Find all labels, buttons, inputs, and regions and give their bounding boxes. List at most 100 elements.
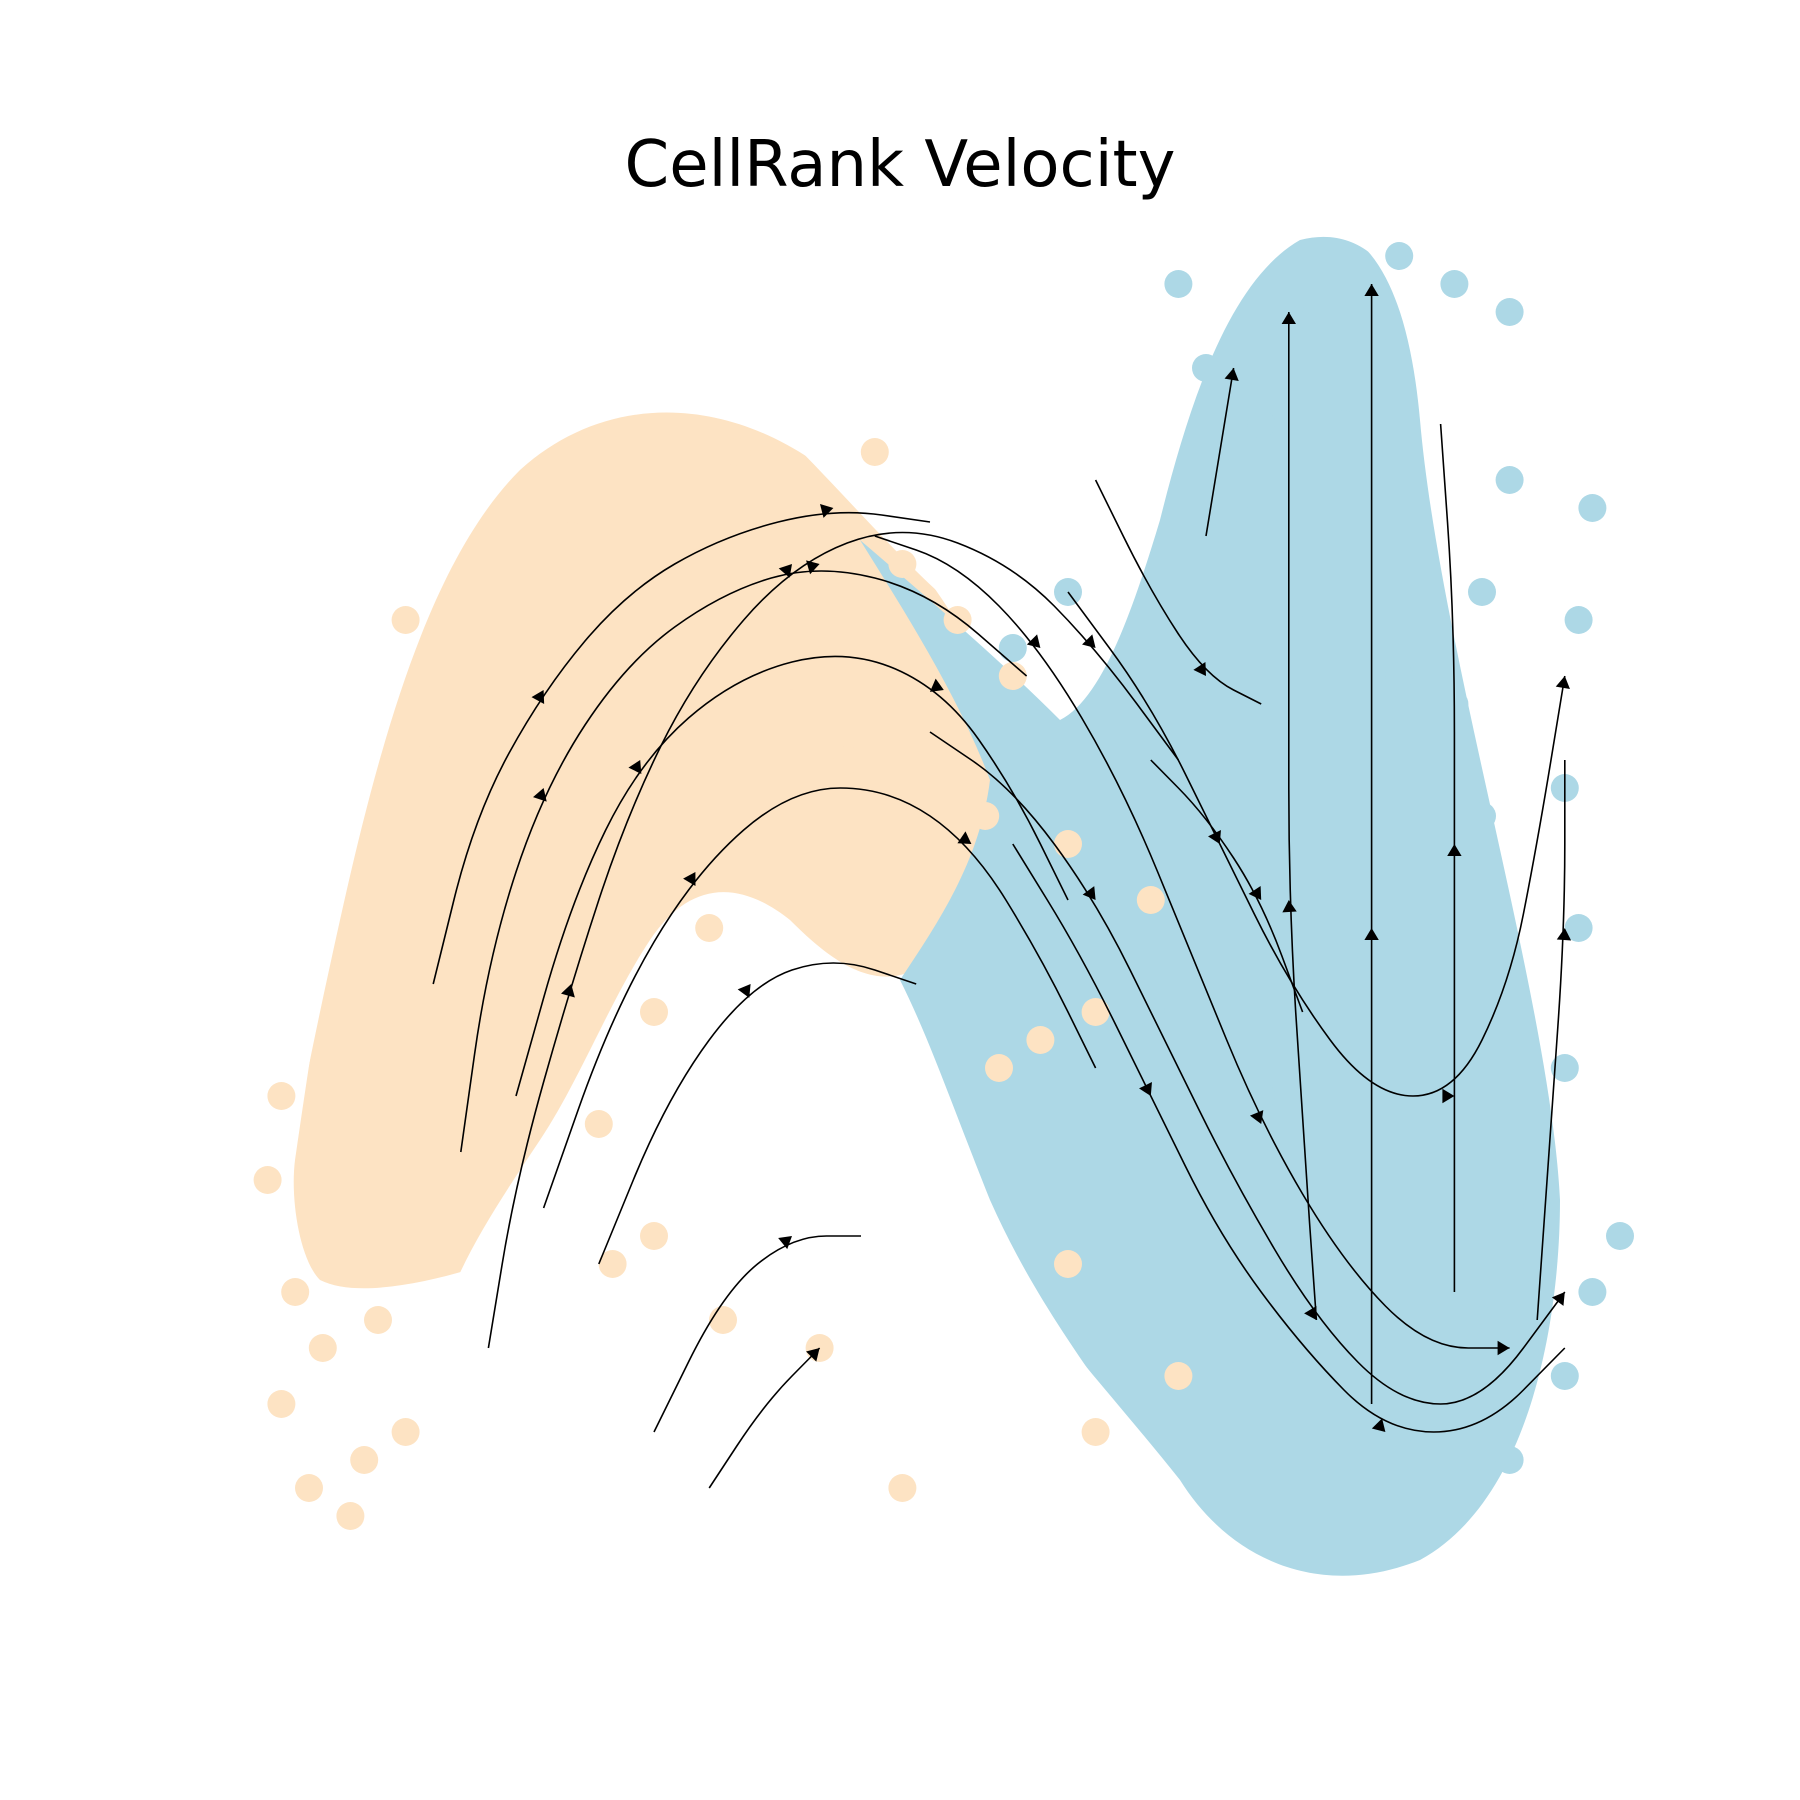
cell-point: [1330, 550, 1358, 578]
velocity-arrowhead: [1551, 1292, 1565, 1306]
blue-density: [860, 236, 1560, 1576]
velocity-arrowhead: [778, 1236, 792, 1250]
streamline: [708, 1347, 821, 1489]
velocity-arrowhead: [1282, 900, 1297, 913]
cell-point: [695, 914, 724, 942]
cell-point: [888, 550, 917, 578]
streamline: [598, 962, 917, 1265]
cell-point: [1081, 998, 1110, 1026]
cell-point: [1026, 1026, 1055, 1054]
velocity-arrowhead: [1208, 830, 1221, 844]
cell-point: [1219, 494, 1248, 522]
cell-point: [985, 1054, 1013, 1082]
cell-point: [1468, 802, 1496, 830]
cell-point: [998, 634, 1027, 662]
cell-point: [1564, 606, 1593, 634]
orange-density: [293, 412, 1006, 1513]
cell-point: [391, 1418, 420, 1446]
cell-point: [1578, 494, 1607, 522]
streamline: [653, 1235, 861, 1433]
streamline: [1287, 312, 1318, 1321]
streamline: [1150, 759, 1304, 1013]
cell-scatter: [253, 242, 1634, 1530]
cell-point: [1109, 662, 1138, 690]
velocity-arrowhead: [1555, 676, 1570, 690]
streamline: [432, 511, 931, 985]
velocity-arrowhead: [683, 872, 696, 886]
velocity-arrowhead: [819, 503, 834, 518]
velocity-arrowhead: [806, 1348, 820, 1362]
velocity-arrowhead: [737, 984, 751, 998]
velocity-arrowhead: [628, 760, 642, 774]
velocity-arrowhead: [929, 678, 944, 692]
streamline: [874, 535, 1510, 1349]
cell-point: [1302, 298, 1331, 326]
velocity-arrowhead: [1193, 662, 1206, 676]
streamline: [1067, 591, 1566, 1097]
cell-point: [1495, 298, 1524, 326]
velocity-arrowhead: [1497, 1340, 1510, 1356]
velocity-arrowhead: [1026, 634, 1041, 648]
chart-title: CellRank Velocity: [624, 128, 1176, 202]
cell-point: [308, 1334, 337, 1362]
velocity-arrowhead: [806, 560, 820, 575]
velocity-streamlines: [432, 284, 1572, 1489]
cell-point: [1054, 1250, 1082, 1278]
cell-point: [1109, 1166, 1138, 1194]
cell-point: [778, 662, 806, 690]
cell-point: [267, 1390, 296, 1418]
cell-point: [1550, 1054, 1579, 1082]
cell-point: [1412, 1222, 1441, 1250]
cell-point: [419, 746, 448, 774]
streamline: [1536, 760, 1566, 1321]
cell-point: [364, 1306, 392, 1334]
cell-point: [295, 1474, 323, 1502]
cell-point: [1468, 578, 1496, 606]
cell-point: [1412, 914, 1441, 942]
cell-point: [612, 690, 641, 718]
cell-point: [1164, 1362, 1193, 1390]
velocity-arrowhead: [1224, 368, 1239, 382]
cell-point: [1564, 914, 1593, 942]
cell-point: [1330, 410, 1358, 438]
velocity-arrowhead: [1364, 284, 1379, 296]
cell-point: [1247, 410, 1276, 438]
velocity-arrowhead: [561, 984, 575, 998]
velocity-arrowhead: [1371, 1418, 1386, 1432]
cell-point: [916, 886, 944, 914]
cell-point: [1440, 270, 1469, 298]
velocity-arrowhead: [1082, 634, 1096, 648]
cell-point: [350, 1446, 379, 1474]
velocity-arrowhead: [1442, 1088, 1455, 1104]
velocity-arrowhead: [533, 788, 547, 802]
cell-point: [1219, 970, 1248, 998]
cell-point: [971, 802, 1000, 830]
cell-point: [860, 942, 889, 970]
cell-point: [1026, 718, 1055, 746]
streamline: [542, 787, 1097, 1209]
cell-point: [1081, 1418, 1110, 1446]
cell-point: [1330, 1306, 1358, 1334]
cell-point: [860, 438, 889, 466]
streamline: [487, 531, 1180, 1349]
cell-point: [1440, 1474, 1469, 1502]
cell-point: [1330, 774, 1358, 802]
velocity-arrowhead: [1248, 886, 1262, 900]
streamline: [1439, 423, 1456, 1292]
cell-point: [640, 1222, 668, 1250]
cell-point: [557, 522, 586, 550]
cell-point: [1081, 802, 1110, 830]
cell-point: [1606, 1222, 1634, 1250]
velocity-arrowhead: [1281, 312, 1296, 324]
cell-point: [281, 1278, 310, 1306]
cell-point: [474, 970, 503, 998]
cell-point: [1192, 858, 1220, 886]
cell-point: [1136, 886, 1165, 914]
streamline: [515, 655, 1069, 1097]
cell-point: [391, 606, 420, 634]
cell-point: [1385, 1418, 1414, 1446]
velocity-arrowhead: [1139, 1082, 1152, 1096]
cell-point: [267, 1082, 296, 1110]
